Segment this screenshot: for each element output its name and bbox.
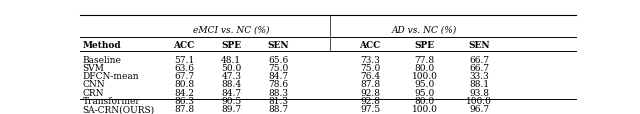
- Text: 86.3: 86.3: [174, 96, 194, 105]
- Text: 80.8: 80.8: [174, 80, 194, 89]
- Text: 92.8: 92.8: [360, 88, 380, 97]
- Text: CRN: CRN: [83, 88, 104, 97]
- Text: 95.0: 95.0: [415, 88, 435, 97]
- Text: ACC: ACC: [360, 40, 381, 49]
- Text: ACC: ACC: [173, 40, 195, 49]
- Text: 96.7: 96.7: [469, 104, 490, 113]
- Text: 88.7: 88.7: [268, 104, 289, 113]
- Text: SEN: SEN: [468, 40, 490, 49]
- Text: 92.8: 92.8: [360, 96, 380, 105]
- Text: 88.3: 88.3: [268, 88, 289, 97]
- Text: 75.0: 75.0: [268, 63, 289, 72]
- Text: 73.3: 73.3: [360, 55, 380, 64]
- Text: 47.3: 47.3: [221, 72, 241, 81]
- Text: AD vs. NC (%): AD vs. NC (%): [392, 25, 458, 34]
- Text: 80.0: 80.0: [415, 96, 435, 105]
- Text: 100.0: 100.0: [412, 104, 438, 113]
- Text: Transformer: Transformer: [83, 96, 140, 105]
- Text: 77.8: 77.8: [415, 55, 435, 64]
- Text: 81.3: 81.3: [268, 96, 289, 105]
- Text: SPE: SPE: [221, 40, 241, 49]
- Text: 84.7: 84.7: [268, 72, 289, 81]
- Text: 100.0: 100.0: [412, 72, 438, 81]
- Text: 95.0: 95.0: [415, 80, 435, 89]
- Text: 89.7: 89.7: [221, 104, 241, 113]
- Text: 78.6: 78.6: [268, 80, 289, 89]
- Text: 90.5: 90.5: [221, 96, 241, 105]
- Text: CNN: CNN: [83, 80, 105, 89]
- Text: 93.8: 93.8: [469, 88, 490, 97]
- Text: 88.4: 88.4: [221, 80, 241, 89]
- Text: SEN: SEN: [268, 40, 289, 49]
- Text: 57.1: 57.1: [174, 55, 195, 64]
- Text: Method: Method: [83, 40, 121, 49]
- Text: 80.0: 80.0: [415, 63, 435, 72]
- Text: Baseline: Baseline: [83, 55, 122, 64]
- Text: 88.1: 88.1: [469, 80, 490, 89]
- Text: 66.7: 66.7: [469, 63, 490, 72]
- Text: DFCN-mean: DFCN-mean: [83, 72, 139, 81]
- Text: 75.0: 75.0: [360, 63, 380, 72]
- Text: 67.7: 67.7: [174, 72, 194, 81]
- Text: 100.0: 100.0: [467, 96, 492, 105]
- Text: SVM: SVM: [83, 63, 104, 72]
- Text: 50.0: 50.0: [221, 63, 241, 72]
- Text: 66.7: 66.7: [469, 55, 490, 64]
- Text: 65.6: 65.6: [268, 55, 289, 64]
- Text: eMCI vs. NC (%): eMCI vs. NC (%): [193, 25, 269, 34]
- Text: SA-CRN(OURS): SA-CRN(OURS): [83, 104, 155, 113]
- Text: 87.8: 87.8: [360, 80, 380, 89]
- Text: 33.3: 33.3: [469, 72, 489, 81]
- Text: 84.2: 84.2: [174, 88, 194, 97]
- Text: SPE: SPE: [415, 40, 435, 49]
- Text: 76.4: 76.4: [360, 72, 380, 81]
- Text: 63.6: 63.6: [174, 63, 194, 72]
- Text: 87.8: 87.8: [174, 104, 194, 113]
- Text: 84.7: 84.7: [221, 88, 241, 97]
- Text: 97.5: 97.5: [360, 104, 380, 113]
- Text: 48.1: 48.1: [221, 55, 241, 64]
